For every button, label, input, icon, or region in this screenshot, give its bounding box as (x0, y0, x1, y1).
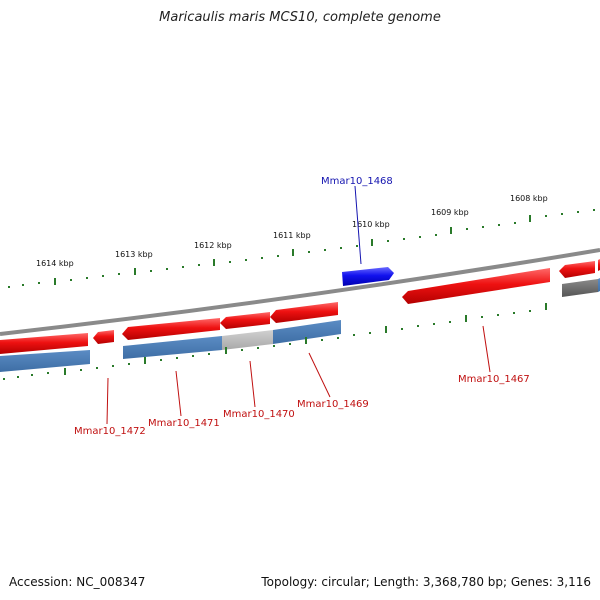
tick-major (144, 357, 146, 364)
cds-block[interactable] (273, 320, 341, 344)
cds-block[interactable] (123, 336, 222, 359)
connector-mmar10-1470 (249, 360, 256, 408)
kbp-label: 1611 kbp (273, 231, 311, 240)
tick-major (385, 326, 387, 333)
connector-mmar10-1468 (354, 185, 362, 265)
lower-tick-row (3, 303, 547, 380)
gene-reverse[interactable] (220, 312, 270, 329)
tick-major (225, 347, 227, 354)
gene-label-mmar10-1472: Mmar10_1472 (74, 426, 146, 437)
cds-block-grey[interactable] (222, 330, 273, 350)
tick-major (134, 268, 136, 275)
tick-major (54, 278, 56, 285)
tick-major (371, 239, 373, 246)
gene-reverse[interactable] (122, 318, 220, 340)
gene-label-mmar10-1468: Mmar10_1468 (321, 176, 393, 187)
kbp-label: 1612 kbp (194, 241, 232, 250)
gene-labels: Mmar10_1468 Mmar10_1472 Mmar10_1471 Mmar… (74, 176, 530, 437)
tick-major (292, 249, 294, 256)
kbp-labels: 1614 kbp 1613 kbp 1612 kbp 1611 kbp 1610… (36, 194, 548, 268)
tick-major (64, 368, 66, 375)
tick-major (450, 227, 452, 234)
tick-major (545, 303, 547, 310)
gene-label-mmar10-1469: Mmar10_1469 (297, 399, 369, 410)
kbp-label: 1610 kbp (352, 220, 390, 229)
gene-reverse[interactable] (93, 330, 114, 344)
gene-label-mmar10-1470: Mmar10_1470 (223, 409, 295, 420)
gene-reverse[interactable] (0, 333, 88, 354)
gene-label-mmar10-1471: Mmar10_1471 (148, 418, 220, 429)
connector-mmar10-1467 (482, 325, 491, 373)
kbp-label: 1614 kbp (36, 259, 74, 268)
gene-reverse[interactable] (270, 302, 338, 323)
connector-mmar10-1471 (175, 370, 182, 417)
tick-major (529, 215, 531, 222)
topology-summary: Topology: circular; Length: 3,368,780 bp… (261, 575, 591, 589)
connector-mmar10-1469 (308, 352, 331, 398)
upper-tick-row (8, 209, 595, 288)
gene-label-mmar10-1467: Mmar10_1467 (458, 374, 530, 385)
connector-mmar10-1472 (106, 377, 109, 425)
tick-major (305, 337, 307, 344)
label-connectors (106, 185, 491, 425)
genome-backbone (0, 248, 600, 336)
kbp-label: 1609 kbp (431, 208, 469, 217)
cds-block-dark[interactable] (562, 279, 598, 297)
gene-reverse[interactable] (559, 261, 595, 278)
reverse-strand-genes (0, 259, 600, 354)
tick-major (465, 315, 467, 322)
tick-major (213, 259, 215, 266)
gene-reverse-mmar10-1467[interactable] (402, 268, 550, 304)
genome-title: Maricaulis maris MCS10, complete genome (159, 10, 441, 25)
accession-text: Accession: NC_008347 (9, 575, 146, 589)
cds-block[interactable] (0, 350, 90, 372)
gene-forward-mmar10-1468[interactable] (342, 267, 394, 286)
cds-track (0, 278, 600, 372)
kbp-label: 1608 kbp (510, 194, 548, 203)
kbp-label: 1613 kbp (115, 250, 153, 259)
